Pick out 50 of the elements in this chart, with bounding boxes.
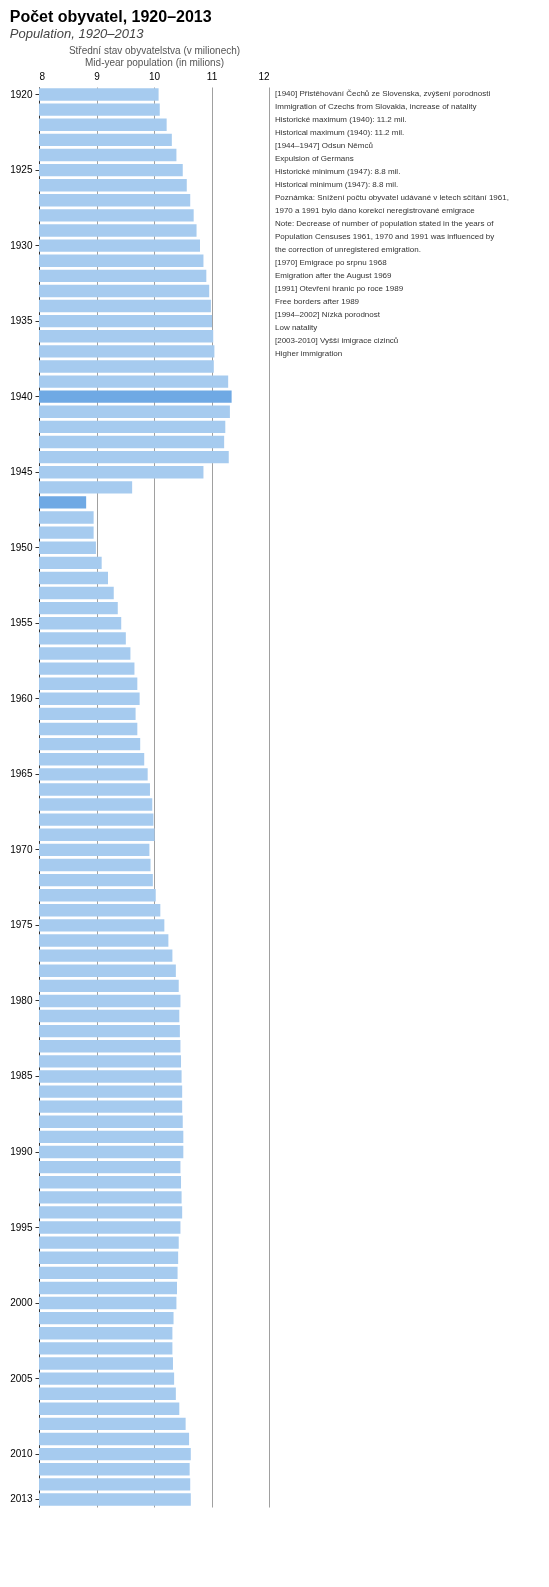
x-tick-label: 10 (148, 70, 161, 82)
text: Historické maximum (1940): 11.2 mil. (275, 114, 407, 124)
y-tick-label: 1990 (10, 1146, 33, 1157)
chart-subtitle: Population, 1920–2013 (9, 26, 145, 41)
text: Low natality (275, 322, 318, 332)
text: Emigration after the August 1969 (275, 270, 393, 280)
text: Historical maximum (1940): 11.2 mil. (275, 127, 405, 137)
text: [2003-2010] Vyšší imigrace cizinců (275, 335, 399, 345)
y-tick-label: 1925 (10, 164, 33, 176)
chart-title: Počet obyvatel, 1920–2013 (9, 8, 212, 25)
text: [1994–2002] Nízká porodnost (275, 309, 381, 319)
text: [1940] Přistěhování Čechů ze Slovenska, zvýšení porodnosti (275, 88, 491, 98)
text: Higher immigration (275, 348, 343, 358)
text: [1991] Otevření hranic po roce 1989 (275, 283, 404, 293)
y-tick-label: 1960 (10, 692, 33, 704)
y-tick-label: 1950 (10, 541, 33, 553)
y-tick-label: 2005 (10, 1372, 33, 1384)
y-tick-label: 1930 (10, 239, 33, 251)
text: Historické minimum (1947): 8.8 mil. (275, 166, 401, 176)
y-tick-label: 2010 (10, 1448, 33, 1460)
text: the correction of unregistered emigration. (275, 244, 421, 254)
y-tick-label: 1945 (10, 466, 33, 478)
x-axis-title: Střední stav obyvatelstva (v milionech) (68, 44, 241, 56)
text: 1970 a 1991 bylo dáno korekcí neregistrované emigrace (275, 205, 476, 215)
y-tick-label: 1975 (10, 919, 33, 931)
text: Historical minimum (1947): 8.8 mil. (275, 179, 399, 189)
text: Mid-year population (in milions) (85, 56, 224, 68)
y-tick-label: 2000 (10, 1297, 33, 1309)
x-tick-label: 11 (206, 70, 218, 82)
y-tick-label: 1920 (10, 88, 33, 100)
y-tick-label: 1980 (10, 994, 33, 1006)
text: [1944–1947] Odsun Němců (275, 140, 373, 150)
y-tick-label: 1985 (10, 1070, 33, 1082)
y-tick-label: 2013 (10, 1493, 33, 1505)
y-tick-label: 1970 (10, 843, 33, 855)
y-tick-label: 1995 (10, 1221, 33, 1233)
text: Expulsion of Germans (275, 153, 354, 163)
text: Population Censuses 1961, 1970 and 1991 was influenced by (275, 231, 495, 241)
text: Note: Decrease of number of population stated in the years of (275, 218, 495, 228)
y-tick-label: 1935 (10, 315, 33, 327)
x-tick-label: 8 (39, 70, 46, 82)
x-tick-label: 9 (94, 70, 101, 82)
text: Poznámka: Snížení počtu obyvatel udávané v letech sčítání 1961, (275, 192, 509, 202)
text: [1970] Emigrace po srpnu 1968 (275, 257, 388, 267)
y-tick-label: 1965 (10, 768, 33, 780)
y-tick-label: 1940 (10, 390, 33, 402)
y-tick-label: 1955 (10, 617, 33, 629)
x-tick-label: 12 (258, 70, 270, 82)
text: Immigration of Czechs from Slovakia, increase of natality (275, 101, 477, 111)
text: Free borders after 1989 (275, 296, 360, 306)
